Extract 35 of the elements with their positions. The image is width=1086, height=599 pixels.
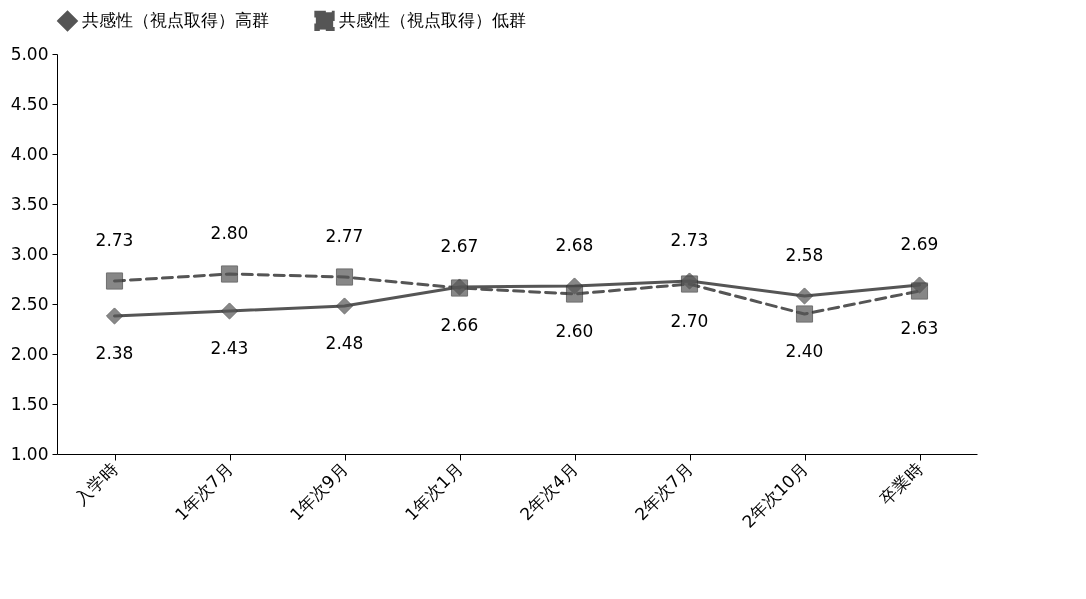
data-label: 2.58 [785, 245, 824, 265]
data-label: 2.38 [95, 343, 134, 363]
x-tick-label: 2年次7月 [630, 458, 697, 525]
data-label: 2.40 [785, 341, 824, 361]
y-tick-label: 4.00 [10, 143, 49, 164]
data-label: 2.66 [440, 315, 479, 335]
y-tick-label: 4.50 [10, 93, 49, 114]
y-tick-label: 3.50 [10, 193, 49, 214]
data-label: 2.73 [95, 230, 134, 250]
data-label: 2.68 [555, 235, 594, 255]
x-tick-label: 2年次4月 [515, 458, 582, 525]
x-tick-label: 1年次7月 [170, 458, 237, 525]
y-tick-label: 3.00 [10, 243, 49, 264]
data-label: 2.67 [440, 236, 479, 256]
data-label: 2.77 [325, 226, 364, 246]
y-tick-label: 2.00 [10, 343, 49, 364]
x-tick-label: 卒業時 [876, 458, 927, 509]
x-tick-label: 入学時 [71, 458, 122, 509]
x-tick-label: 1年次1月 [400, 458, 467, 525]
data-label: 2.80 [210, 223, 249, 243]
legend-label: 共感性（視点取得）高群 [82, 9, 269, 30]
y-tick-label: 1.00 [10, 443, 49, 464]
data-label: 2.60 [555, 321, 594, 341]
y-tick-label: 1.50 [10, 393, 49, 414]
y-tick-label: 5.00 [10, 43, 49, 64]
data-label: 2.48 [325, 333, 364, 353]
data-label: 2.43 [210, 338, 249, 358]
legend-label: 共感性（視点取得）低群 [339, 9, 526, 30]
data-label: 2.70 [670, 311, 709, 331]
data-label: 2.63 [900, 318, 939, 338]
x-tick-label: 1年次9月 [285, 458, 352, 525]
y-tick-label: 2.50 [10, 293, 49, 314]
x-tick-label: 2年次10月 [738, 458, 812, 532]
data-label: 2.73 [670, 230, 709, 250]
data-label: 2.69 [900, 234, 939, 254]
